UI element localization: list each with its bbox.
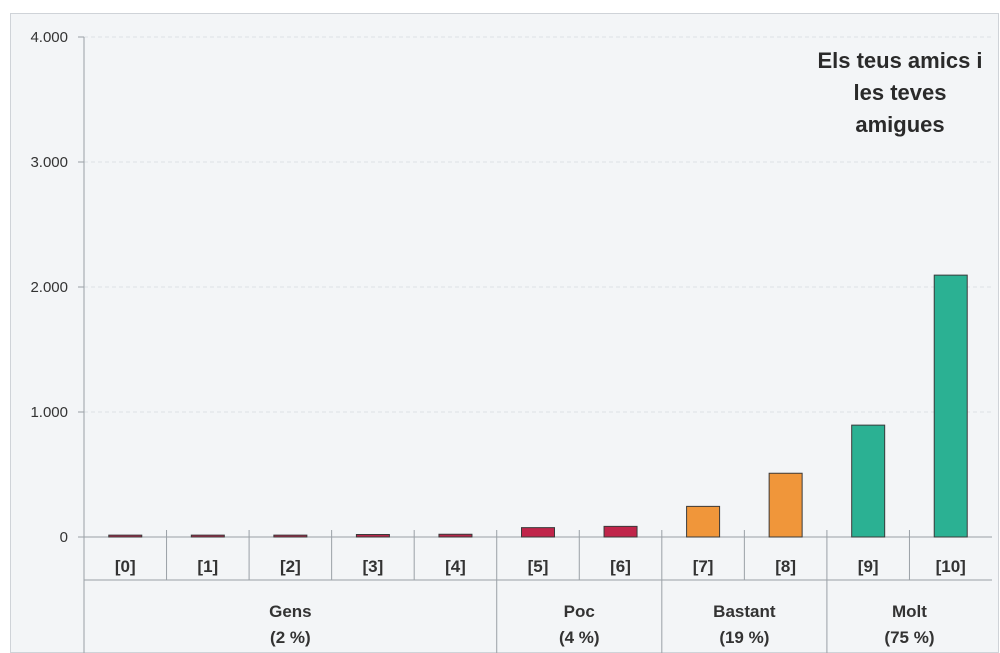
x-tick-label: [1] bbox=[197, 557, 218, 576]
bars bbox=[108, 274, 968, 538]
y-tick-label: 1.000 bbox=[30, 404, 68, 421]
x-tick-label: [10] bbox=[936, 557, 966, 576]
bar bbox=[190, 534, 225, 538]
x-tick-label: [0] bbox=[115, 557, 136, 576]
y-axis-tick-labels: 0 1.000 2.000 3.000 4.000 bbox=[30, 29, 68, 546]
x-axis-tick-labels: [0] [1] [2] [3] [4] [5] [6] [7] [8] [9] [10] bbox=[115, 557, 966, 576]
x-tick-label: [8] bbox=[775, 557, 796, 576]
chart-title-line: Els teus amics i bbox=[817, 48, 982, 73]
group-label: Bastant bbox=[713, 602, 776, 621]
bar bbox=[355, 534, 390, 538]
group-label: Gens bbox=[269, 602, 312, 621]
bar bbox=[603, 525, 638, 538]
group-share-label: (19 %) bbox=[719, 628, 769, 647]
y-tick-label: 4.000 bbox=[30, 29, 68, 46]
group-share-label: (75 %) bbox=[884, 628, 934, 647]
x-tick-label: [9] bbox=[858, 557, 879, 576]
chart-title-line: amigues bbox=[855, 112, 944, 137]
x-tick-label: [3] bbox=[363, 557, 384, 576]
group-labels: Gens (2 %) Poc (4 %) Bastant (19 %) Molt (75 %) bbox=[269, 602, 934, 647]
bar bbox=[108, 534, 143, 538]
bar bbox=[438, 533, 473, 538]
grid-lines bbox=[84, 36, 992, 413]
group-label: Molt bbox=[892, 602, 927, 621]
bar bbox=[521, 527, 555, 538]
x-tick-label: [5] bbox=[528, 557, 549, 576]
group-label: Poc bbox=[564, 602, 595, 621]
x-tick-label: [6] bbox=[610, 557, 631, 576]
bar bbox=[768, 472, 803, 538]
chart-title-line: les teves bbox=[854, 80, 947, 105]
bar bbox=[686, 505, 721, 538]
group-share-label: (2 %) bbox=[270, 628, 311, 647]
y-tick-label: 0 bbox=[60, 529, 68, 546]
x-tick-label: [7] bbox=[693, 557, 714, 576]
y-tick-label: 2.000 bbox=[30, 279, 68, 296]
chart-title: Els teus amics i les teves amigues bbox=[817, 48, 982, 137]
bar bbox=[933, 274, 968, 538]
chart-frame bbox=[10, 13, 999, 653]
y-tick-label: 3.000 bbox=[30, 154, 68, 171]
group-share-label: (4 %) bbox=[559, 628, 600, 647]
x-tick-label: [4] bbox=[445, 557, 466, 576]
bar bbox=[851, 424, 886, 538]
bar bbox=[273, 534, 308, 538]
x-tick-label: [2] bbox=[280, 557, 301, 576]
